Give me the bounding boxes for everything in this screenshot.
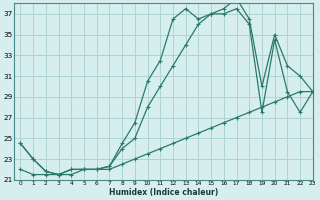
X-axis label: Humidex (Indice chaleur): Humidex (Indice chaleur)	[109, 188, 218, 197]
